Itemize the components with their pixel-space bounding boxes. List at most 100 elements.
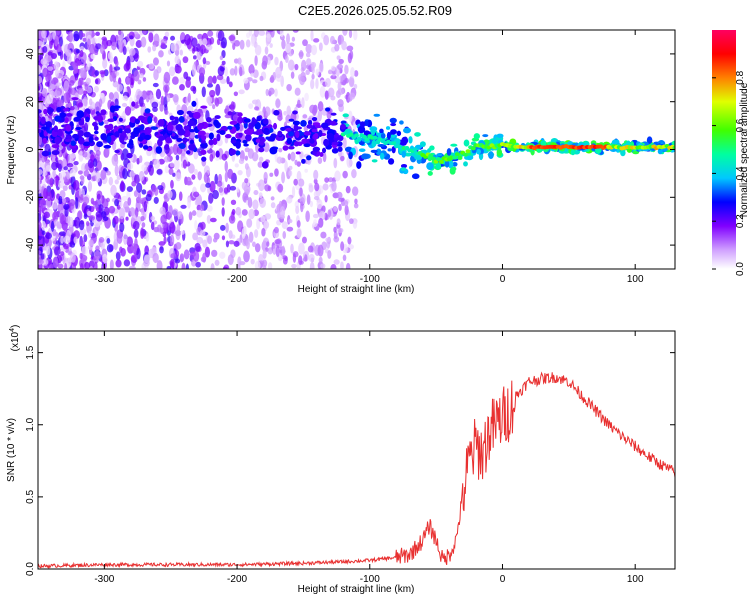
- heatmap-noise-cell: [167, 190, 173, 199]
- heatmap-band-cell: [208, 132, 214, 140]
- heatmap-noise-cell: [243, 195, 249, 201]
- heatmap-noise-cell: [353, 203, 359, 209]
- heatmap-noise-cell: [313, 195, 320, 201]
- heatmap-noise-cell: [90, 53, 96, 60]
- heatmap-band-cell: [229, 148, 237, 156]
- heatmap-noise-cell: [79, 252, 83, 260]
- heatmap-noise-cell: [141, 189, 147, 195]
- heatmap-noise-cell: [175, 154, 180, 161]
- heatmap-band-cell: [646, 136, 653, 145]
- heatmap-noise-cell: [129, 265, 136, 269]
- heatmap-noise-cell: [41, 220, 46, 231]
- heatmap-noise-cell: [101, 36, 107, 41]
- heatmap-noise-cell: [330, 264, 337, 269]
- heatmap-noise-cell: [205, 44, 213, 51]
- heatmap-noise-cell: [38, 41, 43, 47]
- heatmap-noise-cell: [235, 206, 242, 216]
- heatmap-noise-cell: [94, 51, 99, 56]
- heatmap-noise-cell: [212, 237, 218, 243]
- heatmap-band-cell: [318, 129, 323, 138]
- heatmap-ridge-cell: [396, 144, 402, 149]
- heatmap-band-cell: [292, 120, 301, 126]
- heatmap-noise-cell: [287, 153, 292, 161]
- heatmap-noise-cell: [134, 207, 139, 218]
- heatmap-band-cell: [463, 161, 468, 167]
- heatmap-noise-cell: [191, 210, 197, 217]
- heatmap-noise-cell: [110, 184, 117, 197]
- heatmap-noise-cell: [270, 74, 275, 82]
- heatmap-noise-cell: [266, 241, 270, 247]
- heatmap-band-cell: [282, 145, 289, 151]
- heatmap-noise-cell: [136, 94, 141, 100]
- heatmap-noise-cell: [114, 179, 119, 185]
- heatmap-noise-cell: [94, 101, 101, 112]
- heatmap-noise-cell: [294, 159, 298, 166]
- heatmap-noise-cell: [159, 206, 166, 216]
- heatmap-noise-cell: [46, 94, 53, 105]
- heatmap-noise-cell: [262, 55, 268, 66]
- colorbar-label: Normalized spectral amplitude: [739, 82, 750, 217]
- heatmap-noise-cell: [128, 72, 132, 79]
- heatmap-noise-cell: [109, 72, 114, 82]
- heatmap-noise-cell: [225, 240, 230, 248]
- heatmap-ridge-cell: [428, 153, 434, 158]
- heatmap-noise-cell: [101, 211, 107, 218]
- heatmap-noise-cell: [232, 42, 236, 51]
- heatmap-noise-cell: [50, 220, 55, 232]
- heatmap-noise-cell: [170, 42, 177, 52]
- heatmap-noise-cell: [290, 243, 294, 254]
- heatmap-band-cell: [356, 161, 362, 169]
- heatmap-noise-cell: [38, 64, 42, 75]
- heatmap-noise-cell: [194, 242, 201, 253]
- heatmap-noise-cell: [70, 87, 76, 96]
- heatmap-noise-cell: [60, 214, 67, 226]
- heatmap-noise-cell: [43, 211, 51, 219]
- heatmap-noise-cell: [296, 220, 301, 228]
- heatmap-noise-cell: [52, 97, 59, 103]
- heatmap-noise-cell: [250, 258, 255, 265]
- heatmap-noise-cell: [73, 161, 79, 166]
- heatmap-noise-cell: [182, 159, 188, 169]
- heatmap-noise-cell: [156, 168, 163, 175]
- y-tick-label: 0.0: [25, 562, 36, 576]
- heatmap-band-cell: [183, 125, 190, 131]
- heatmap-noise-cell: [231, 208, 236, 216]
- snr-scale-exp: 4: [9, 328, 16, 332]
- heatmap-noise-cell: [221, 153, 228, 161]
- heatmap-noise-cell: [38, 220, 42, 231]
- heatmap-noise-cell: [54, 68, 60, 78]
- heatmap-noise-cell: [318, 217, 324, 228]
- heatmap-noise-cell: [80, 67, 87, 79]
- heatmap-noise-cell: [166, 265, 172, 269]
- heatmap-noise-cell: [258, 179, 265, 192]
- heatmap-noise-cell: [215, 83, 221, 96]
- heatmap-band-cell: [411, 173, 420, 180]
- heatmap-band-cell: [396, 130, 402, 137]
- x-tick-label: 0: [500, 574, 506, 585]
- heatmap-noise-cell: [164, 165, 169, 174]
- heatmap-noise-cell: [94, 70, 100, 77]
- heatmap-band-cell: [450, 143, 458, 147]
- heatmap-noise-cell: [292, 253, 297, 263]
- heatmap-noise-cell: [87, 180, 93, 192]
- heatmap-noise-cell: [75, 48, 81, 54]
- heatmap-noise-cell: [55, 174, 59, 187]
- heatmap-noise-cell: [68, 83, 72, 93]
- heatmap-noise-cell: [221, 60, 226, 65]
- heatmap-noise-cell: [98, 237, 105, 243]
- heatmap-band-cell: [399, 120, 404, 125]
- heatmap-band-cell: [306, 155, 312, 161]
- heatmap-noise-cell: [185, 79, 191, 88]
- heatmap-band-cell: [567, 141, 574, 146]
- colorbar: 0.0 0.2 0.4 0.6 0.8 Normalized spectral ampl…: [712, 30, 750, 276]
- heatmap-ridge-cell: [412, 147, 418, 152]
- heatmap-noise-cell: [68, 184, 73, 190]
- heatmap-noise-cell: [318, 42, 323, 52]
- heatmap-noise-cell: [55, 82, 62, 87]
- heatmap-noise-cell: [169, 222, 176, 234]
- heatmap-noise-cell: [237, 170, 243, 176]
- heatmap-noise-cell: [38, 86, 41, 91]
- heatmap-noise-cell: [268, 87, 275, 95]
- heatmap-noise-cell: [106, 237, 111, 244]
- heatmap-noise-cell: [237, 220, 244, 233]
